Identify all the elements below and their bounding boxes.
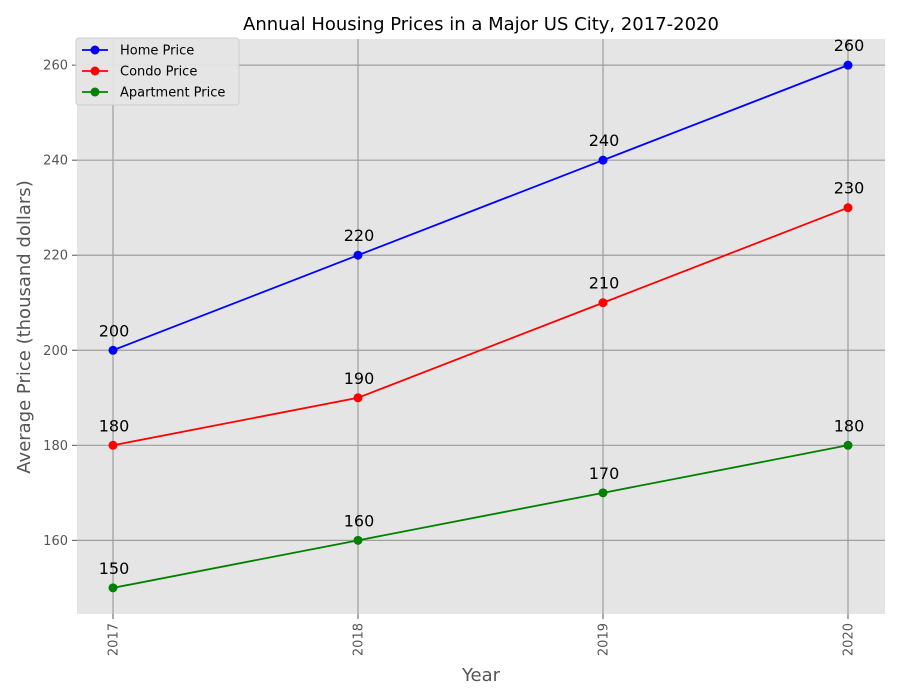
legend-marker [90,87,100,97]
data-point [353,250,363,260]
data-label: 240 [589,131,620,150]
x-tick-label: 2020 [842,623,857,656]
legend-entry: Apartment Price [120,86,225,101]
y-tick-label: 240 [43,154,68,169]
axis-ticks: 2017 2018 2019 2020 160 180 200 220 240 260 [43,59,856,656]
legend: Home Price Condo Price Apartment Price [75,37,240,106]
legend-marker [90,66,100,76]
data-label: 220 [344,226,375,245]
y-tick-label: 180 [43,439,68,454]
data-point [843,440,853,450]
legend-marker [90,45,100,55]
legend-entry: Home Price [120,44,194,59]
y-tick-label: 160 [43,534,68,549]
data-label: 150 [99,559,130,578]
data-point [843,60,853,70]
x-tick-label: 2019 [597,623,612,656]
legend-entry: Condo Price [120,65,197,80]
data-label: 260 [834,36,865,55]
data-label: 170 [589,464,620,483]
data-point [108,440,118,450]
y-tick-label: 200 [43,344,68,359]
data-label: 210 [589,274,620,293]
x-tick-label: 2018 [352,623,367,656]
y-axis-label: Average Price (thousand dollars) [14,180,35,473]
x-axis-label: Year [461,665,501,686]
data-label: 160 [344,511,375,530]
data-label: 180 [99,416,130,435]
x-tick-label: 2017 [107,623,122,656]
data-point [108,583,118,593]
data-point [108,345,118,355]
data-point [598,155,608,165]
series-line [112,64,849,352]
data-point [598,488,608,498]
data-label: 190 [344,369,375,388]
data-labels: 200 220 240 260 180 190 210 230 150 160 170 180 [99,36,865,578]
series-lines [108,60,853,593]
grid-lines [77,39,885,614]
data-point [843,203,853,213]
legend-box [75,37,240,106]
series-line [112,206,849,447]
data-point [353,393,363,403]
data-label: 180 [834,416,865,435]
y-tick-label: 220 [43,249,68,264]
data-point [598,298,608,308]
series-line [112,444,849,589]
chart-title: Annual Housing Prices in a Major US City… [243,14,719,35]
data-label: 230 [834,179,865,198]
y-tick-label: 260 [43,59,68,74]
data-point [353,535,363,545]
plot-area [77,39,885,614]
data-label: 200 [99,321,130,340]
